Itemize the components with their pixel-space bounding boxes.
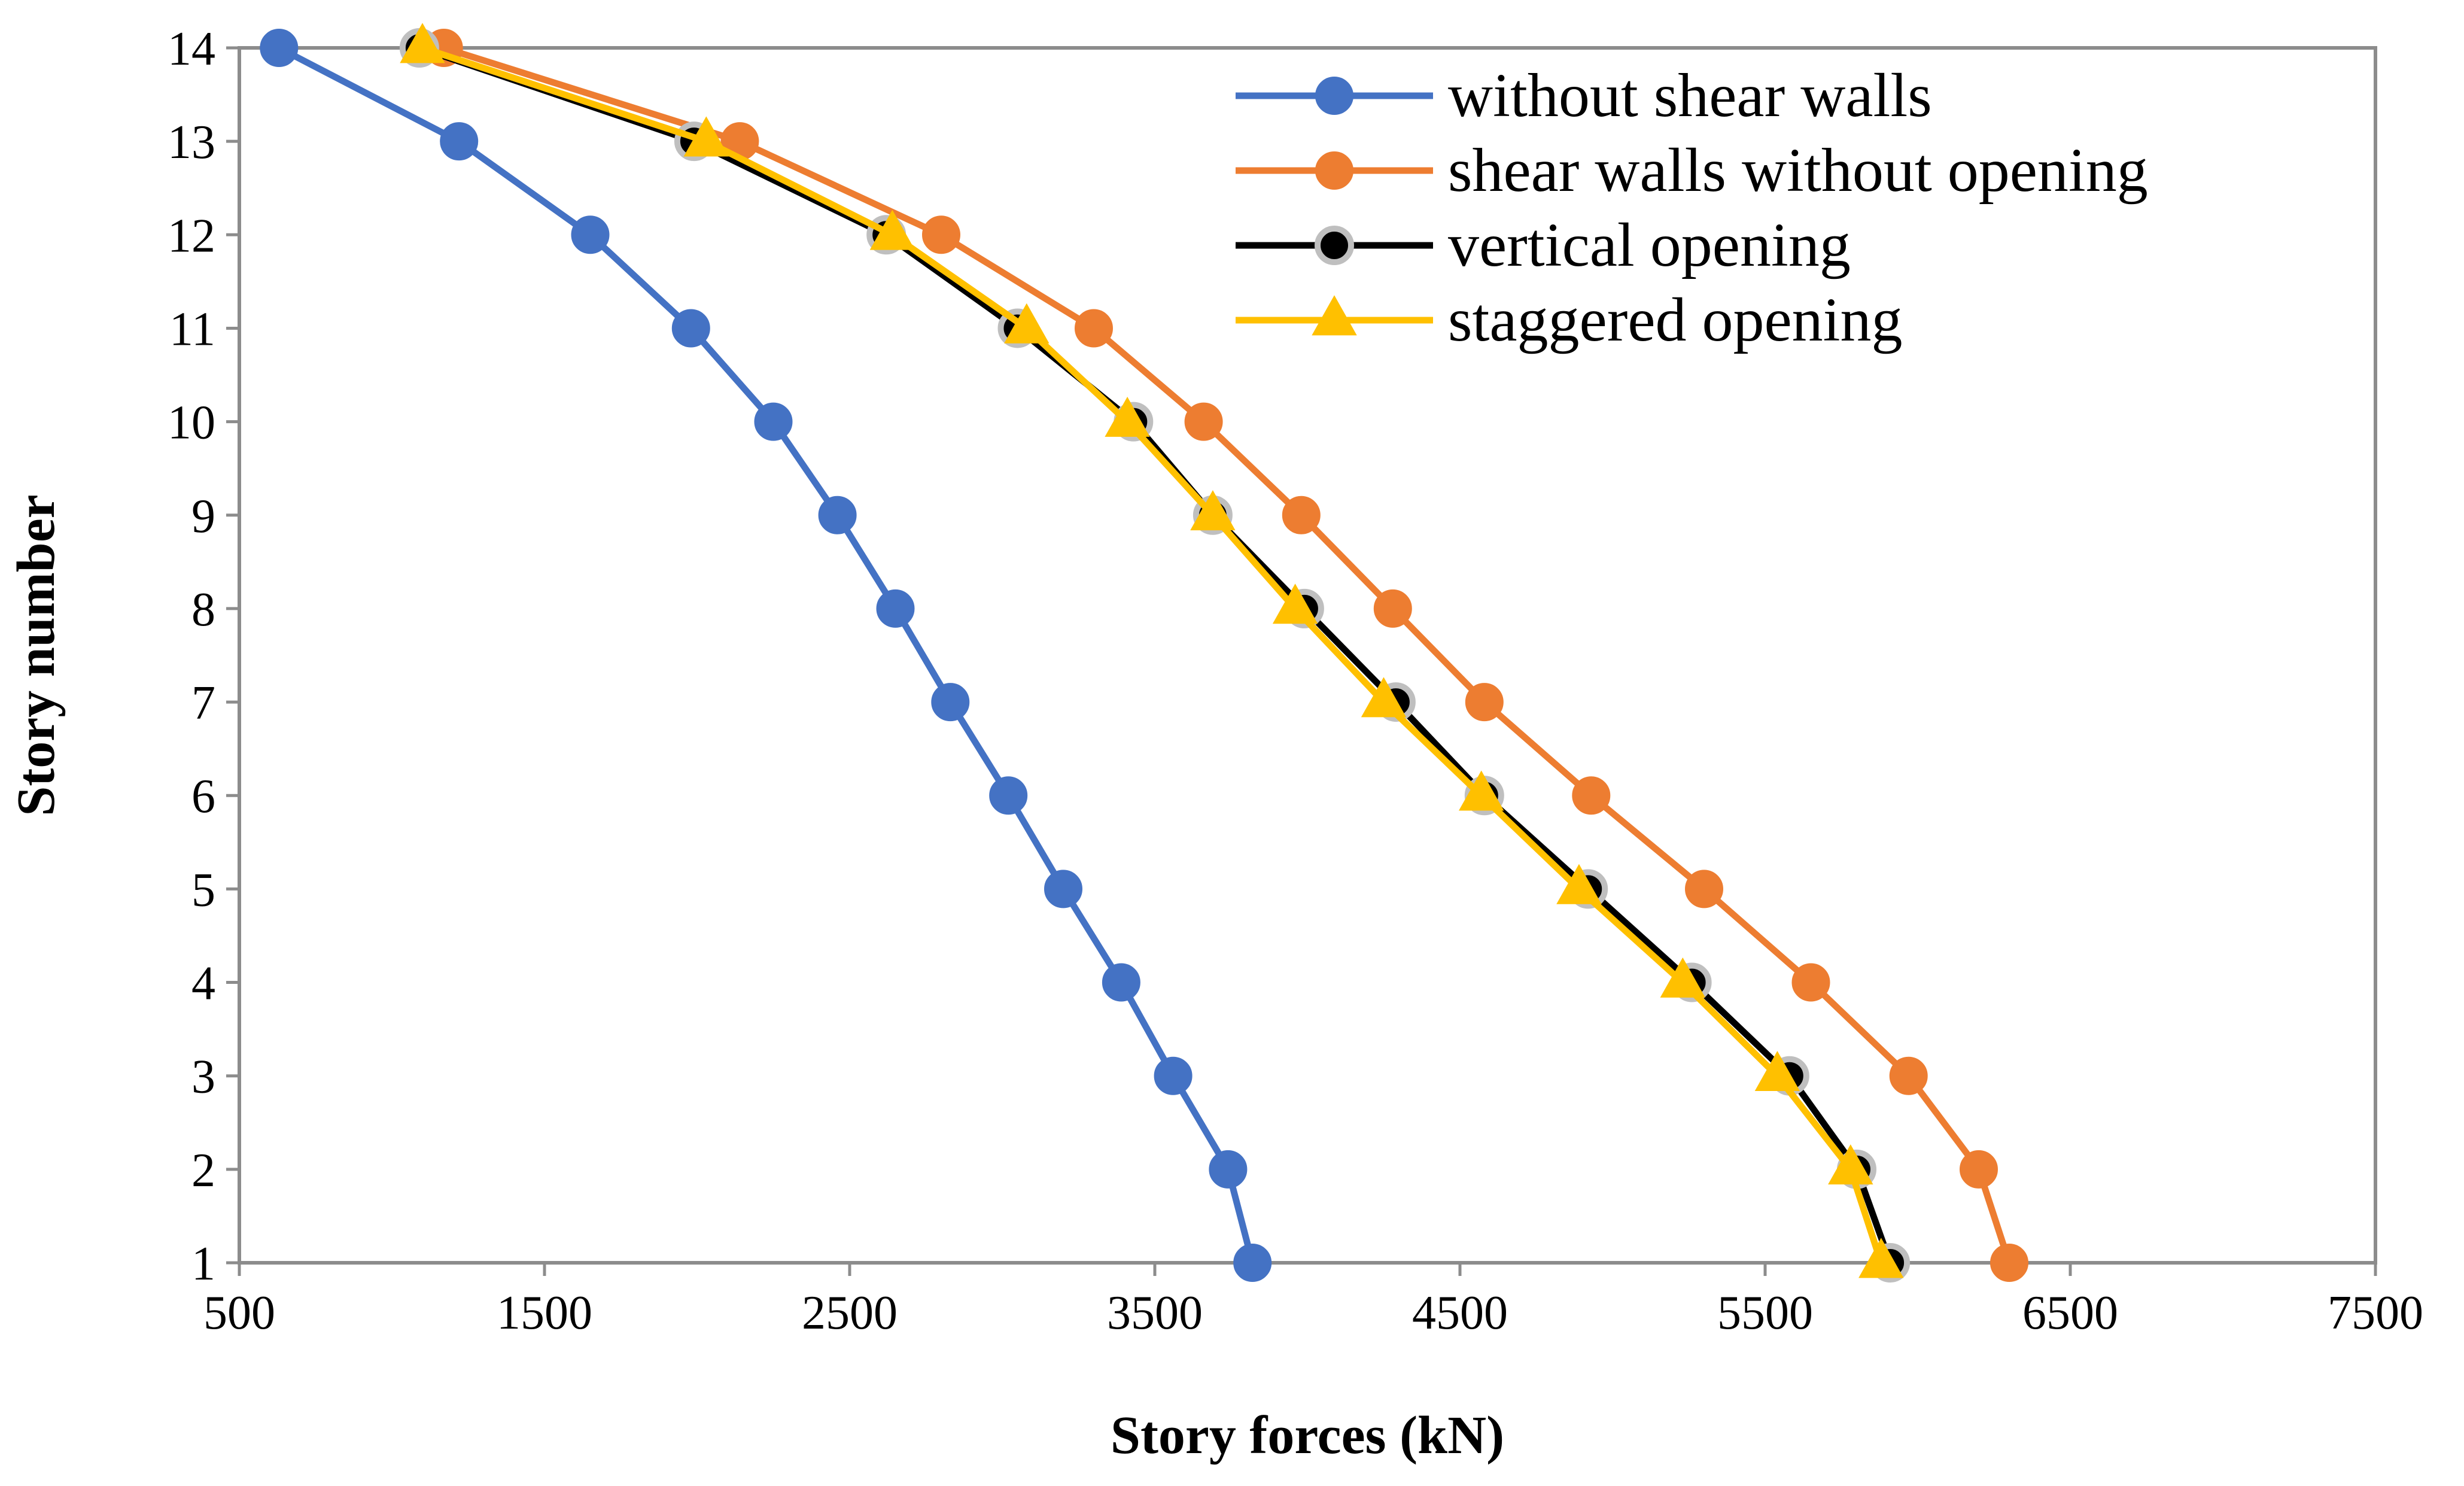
x-tick-label: 5500 (1717, 1287, 1813, 1339)
data-point (869, 209, 915, 250)
data-point (1282, 496, 1321, 534)
y-axis-title: Story number (7, 494, 66, 816)
x-tick-label: 3500 (1107, 1287, 1203, 1339)
legend-label: vertical opening (1448, 211, 1851, 279)
y-tick-label: 3 (191, 1051, 215, 1104)
legend-item-vertical-opening: vertical opening (1236, 211, 1851, 279)
plot-area-frame (238, 46, 2377, 1265)
y-tick-label: 1 (191, 1238, 215, 1290)
legend-label: staggered opening (1448, 285, 1903, 354)
data-point (1990, 1244, 2028, 1282)
y-tick-label: 4 (191, 958, 215, 1010)
data-point (1361, 677, 1407, 718)
data-point (1184, 402, 1223, 441)
x-tick-label: 6500 (2022, 1287, 2118, 1339)
data-point (1889, 1056, 1928, 1095)
y-tick-label: 10 (168, 397, 215, 449)
legend-label: without shear walls (1448, 61, 1932, 130)
legend-item-staggered-opening: staggered opening (1236, 285, 1903, 354)
y-tick-label: 13 (168, 116, 215, 169)
data-point (1044, 870, 1082, 908)
data-point (1685, 870, 1723, 908)
data-point (989, 776, 1028, 815)
legend-swatch-marker (1315, 226, 1354, 265)
x-axis-title: Story forces (kN) (1111, 1406, 1504, 1465)
x-tick-label: 500 (203, 1287, 275, 1339)
data-point (1828, 1144, 1873, 1185)
data-point (1754, 1050, 1800, 1092)
data-point (683, 116, 729, 157)
data-point (400, 23, 445, 63)
series-layer (260, 23, 2028, 1283)
data-point (754, 402, 793, 441)
legend-item-without-shear-walls: without shear walls (1236, 61, 1932, 130)
data-point (260, 29, 299, 67)
x-tick-label: 1500 (497, 1287, 592, 1339)
data-point (1190, 490, 1236, 531)
y-tick-label: 9 (191, 490, 215, 543)
y-tick-label: 2 (191, 1144, 215, 1197)
series-without-shear-walls (260, 29, 1272, 1282)
data-point (1791, 963, 1830, 1002)
series-line (443, 44, 2013, 1264)
data-point (1858, 1238, 1904, 1278)
data-point (671, 309, 710, 348)
data-point (1105, 396, 1150, 437)
data-point (1373, 589, 1412, 628)
data-point (571, 215, 610, 254)
data-point (1209, 1150, 1248, 1189)
series-line (421, 44, 1885, 1264)
data-point (1233, 1244, 1272, 1282)
data-point (1102, 963, 1140, 1002)
data-point (818, 496, 857, 534)
data-point (1004, 303, 1050, 344)
legend-item-shear-walls-without-opening: shear walls without opening (1236, 136, 2148, 205)
legend-swatch-marker (1315, 77, 1353, 115)
x-tick-label: 4500 (1412, 1287, 1508, 1339)
data-point (1154, 1056, 1193, 1095)
y-tick-label: 5 (191, 864, 215, 916)
data-point (1960, 1150, 1998, 1189)
x-tick-label: 2500 (802, 1287, 898, 1339)
data-point (1572, 776, 1611, 815)
y-tick-label: 7 (191, 677, 215, 730)
y-tick-label: 12 (168, 209, 215, 262)
data-point (1458, 770, 1504, 811)
y-tick-label: 11 (169, 303, 215, 355)
data-point (931, 683, 970, 722)
series-staggered-opening (400, 23, 1904, 1278)
data-point (1660, 957, 1706, 998)
legend-swatch-marker (1315, 151, 1353, 190)
data-point (1075, 309, 1113, 348)
x-tick-label: 7500 (2328, 1287, 2423, 1339)
y-tick-label: 6 (191, 770, 215, 823)
legend-label: shear walls without opening (1448, 136, 2148, 205)
y-tick-label: 14 (168, 23, 215, 75)
data-point (1272, 584, 1318, 624)
data-point (1556, 864, 1602, 904)
data-point (440, 122, 479, 161)
data-point (876, 589, 915, 628)
legend-swatch-marker (1312, 295, 1357, 336)
data-point (1465, 683, 1504, 722)
data-point (922, 215, 960, 254)
x-axis-ticks: 500 1500 2500 3500 4500 5500 6500 7500 (203, 1263, 2423, 1339)
y-tick-label: 8 (191, 584, 215, 636)
